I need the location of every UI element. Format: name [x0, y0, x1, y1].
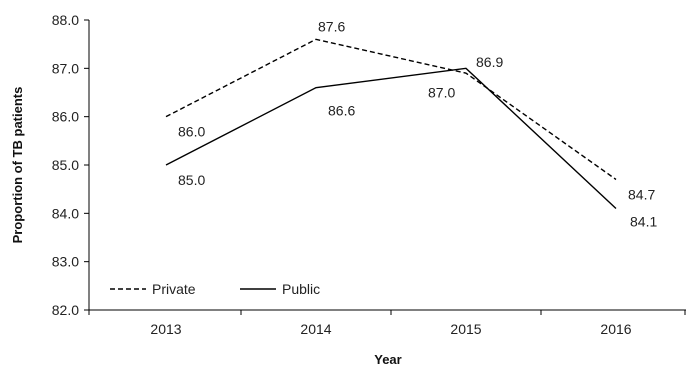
- x-tick-label: 2014: [300, 321, 331, 337]
- y-tick-label: 86.0: [52, 109, 79, 125]
- x-tick-label: 2013: [150, 321, 181, 337]
- y-axis-ticks: 82.0 83.0 84.0 85.0 86.0 87.0 88.0: [52, 12, 89, 318]
- series-line-public: [165, 67, 617, 210]
- y-axis-title: Proportion of TB patients: [10, 87, 25, 244]
- data-label-private: 86.0: [178, 124, 205, 140]
- legend-label-private: Private: [152, 281, 196, 297]
- x-tick-label: 2015: [450, 321, 481, 337]
- data-label-public: 85.0: [178, 172, 205, 188]
- data-labels: 86.0 87.6 86.9 84.7 85.0 86.6 87.0 84.1: [178, 18, 657, 229]
- data-label-public: 87.0: [428, 84, 455, 100]
- x-axis-title: Year: [374, 352, 401, 367]
- data-label-public: 86.6: [328, 103, 355, 119]
- legend-label-public: Public: [282, 281, 320, 297]
- y-tick-label: 82.0: [52, 302, 79, 318]
- y-tick-label: 87.0: [52, 60, 79, 76]
- data-label-private: 84.7: [628, 187, 655, 203]
- series-lines: [165, 38, 617, 210]
- y-tick-label: 88.0: [52, 12, 79, 28]
- data-label-private: 87.6: [318, 18, 345, 34]
- x-axis-ticks: 2013 2014 2015 2016: [88, 310, 686, 337]
- legend: Private Public: [110, 281, 320, 297]
- y-tick-label: 85.0: [52, 157, 79, 173]
- x-tick-label: 2016: [600, 321, 631, 337]
- series-line-private: [165, 38, 617, 181]
- data-label-private: 86.9: [476, 54, 503, 70]
- data-label-public: 84.1: [630, 214, 657, 230]
- y-tick-label: 83.0: [52, 254, 79, 270]
- y-tick-label: 84.0: [52, 205, 79, 221]
